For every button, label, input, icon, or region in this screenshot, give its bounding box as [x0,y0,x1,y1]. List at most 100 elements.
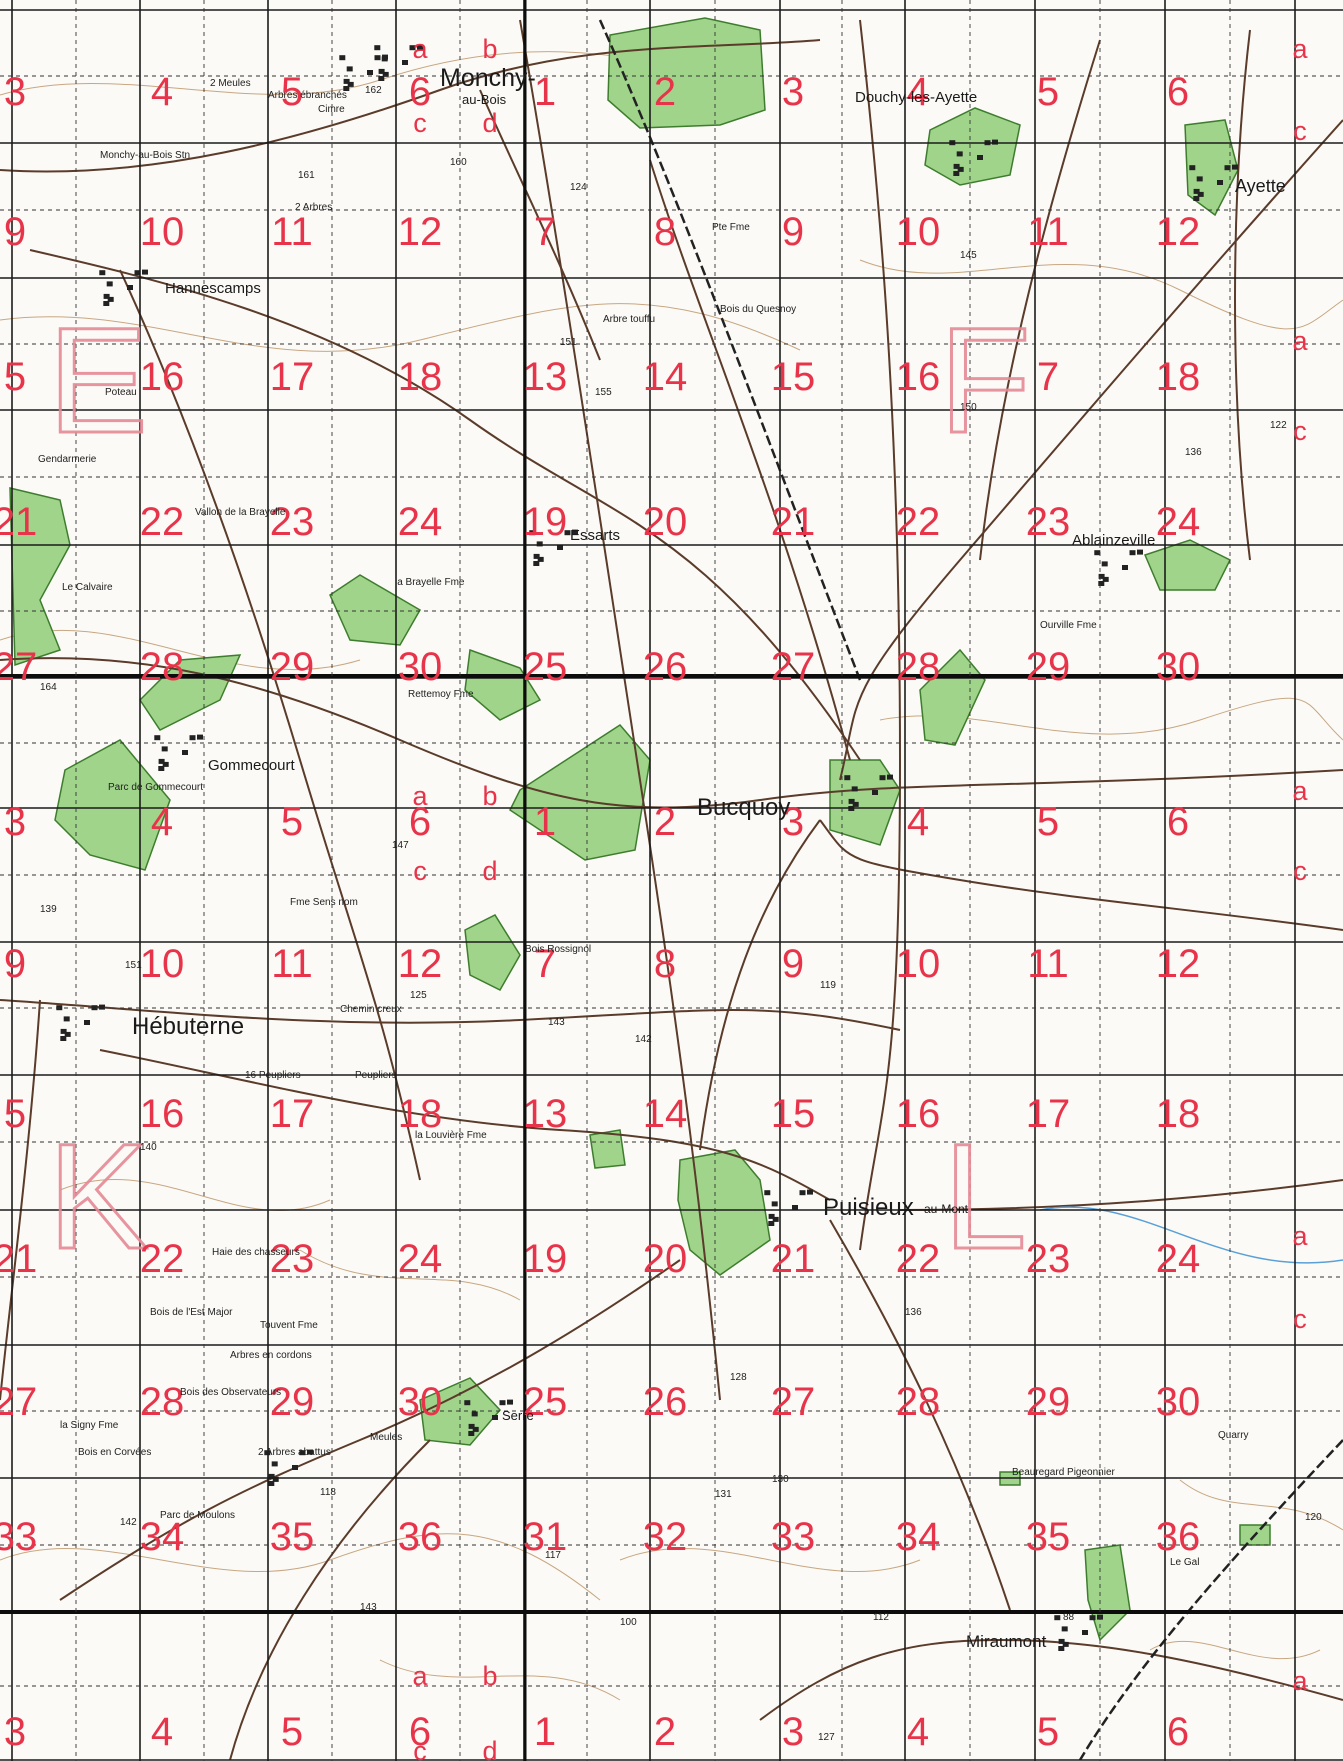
building [1101,561,1108,567]
building [844,775,851,781]
building [464,1400,471,1406]
square-number: 24 [398,1237,443,1281]
square-number: 7 [534,942,556,986]
building [533,561,540,566]
square-number: 9 [782,210,804,254]
square-number: 5 [4,1092,26,1136]
square-number: 4 [907,1710,929,1754]
building [468,1423,475,1429]
subsquare-d: d [482,1736,497,1761]
building [1224,165,1231,171]
subsquare-letters: a b c d a c a c a b c d a c a c a b c d … [412,34,1308,1761]
square-number: 31 [523,1515,568,1559]
spot-height: 125 [410,990,427,1001]
spot-height: 164 [40,682,57,693]
subsquare-c: c [413,108,427,138]
place-puisieux: Puisieux [823,1194,914,1221]
building [1129,550,1136,556]
spot-height: 151 [560,337,577,348]
subsquare-c: c [1293,416,1307,446]
spot-height: 145 [960,250,977,261]
square-number: 24 [398,500,443,544]
square-number: 30 [1156,645,1201,689]
wood-area [607,17,766,129]
building [851,786,858,792]
square-number: 5 [281,70,303,114]
subsquare-c: c [413,1736,427,1761]
square-number: 10 [140,210,185,254]
square-number: 14 [643,1092,688,1136]
minor-label: Cimre [318,104,345,115]
spot-height: 155 [595,387,612,398]
square-number: 22 [140,1237,185,1281]
square-number: 18 [1156,355,1201,399]
square-number: 5 [1037,800,1059,844]
minor-label: 2 Arbres abattus [258,1447,331,1458]
place-gommecourt: Gommecourt [208,757,296,774]
road [0,39,821,173]
minor-label: Le Gal [1170,1557,1199,1568]
subsquare-b: b [482,34,497,64]
place-serre: Serre [502,1408,534,1423]
building [272,1476,279,1482]
building [378,68,385,74]
square-number: 21 [771,500,816,544]
village-blocks [56,44,1238,1651]
building [957,166,964,172]
road [119,269,421,1181]
square-number: 26 [643,1380,688,1424]
building [367,70,373,75]
square-number: 12 [398,210,443,254]
square-number: 17 [270,1092,315,1136]
wood-area [464,914,521,991]
square-number: 22 [896,500,941,544]
square-number: 6 [409,800,431,844]
building [1217,180,1223,185]
building [1193,188,1200,194]
building [154,735,161,741]
building [299,1450,306,1456]
subsquare-d: d [482,856,497,886]
minor-label: Vallon de la Brayelle [195,507,286,518]
building [536,541,543,547]
building [529,530,536,536]
building [1189,165,1196,171]
square-number: 4 [151,1710,173,1754]
square-number: 34 [140,1515,185,1559]
subsquare-d: d [482,108,497,138]
square-number: 5 [281,1710,303,1754]
contour-line [1179,1479,1343,1531]
building [792,1205,798,1210]
place-bucquoy: Bucquoy [697,794,790,821]
square-number: 33 [0,1515,37,1559]
square-number: 15 [771,355,816,399]
building [60,1036,67,1041]
subsquare-c: c [1293,1304,1307,1334]
stream [1039,1206,1343,1264]
sheet-letter-l: L [943,1112,1026,1280]
place-ablainzeville: Ablainzeville [1072,532,1155,549]
square-number: 28 [140,645,185,689]
square-number: 4 [907,800,929,844]
square-number: 17 [270,355,315,399]
square-number: 21 [0,1237,37,1281]
building [768,1213,775,1219]
building [127,285,133,290]
square-number: 2 [654,70,676,114]
spot-height: 140 [140,1142,157,1153]
square-number: 28 [896,1380,941,1424]
minor-label: la Louvière Fme [415,1130,487,1141]
building [956,151,963,157]
wood-area [1143,539,1232,591]
building [417,44,423,50]
sheet-letter-f: F [939,296,1031,464]
building [492,1415,498,1420]
spot-height: 143 [360,1602,377,1613]
subsquare-c: c [413,856,427,886]
square-number: 3 [782,70,804,114]
building [382,54,388,60]
building [103,293,110,299]
spot-height: 160 [450,157,467,168]
square-number: 35 [1026,1515,1071,1559]
